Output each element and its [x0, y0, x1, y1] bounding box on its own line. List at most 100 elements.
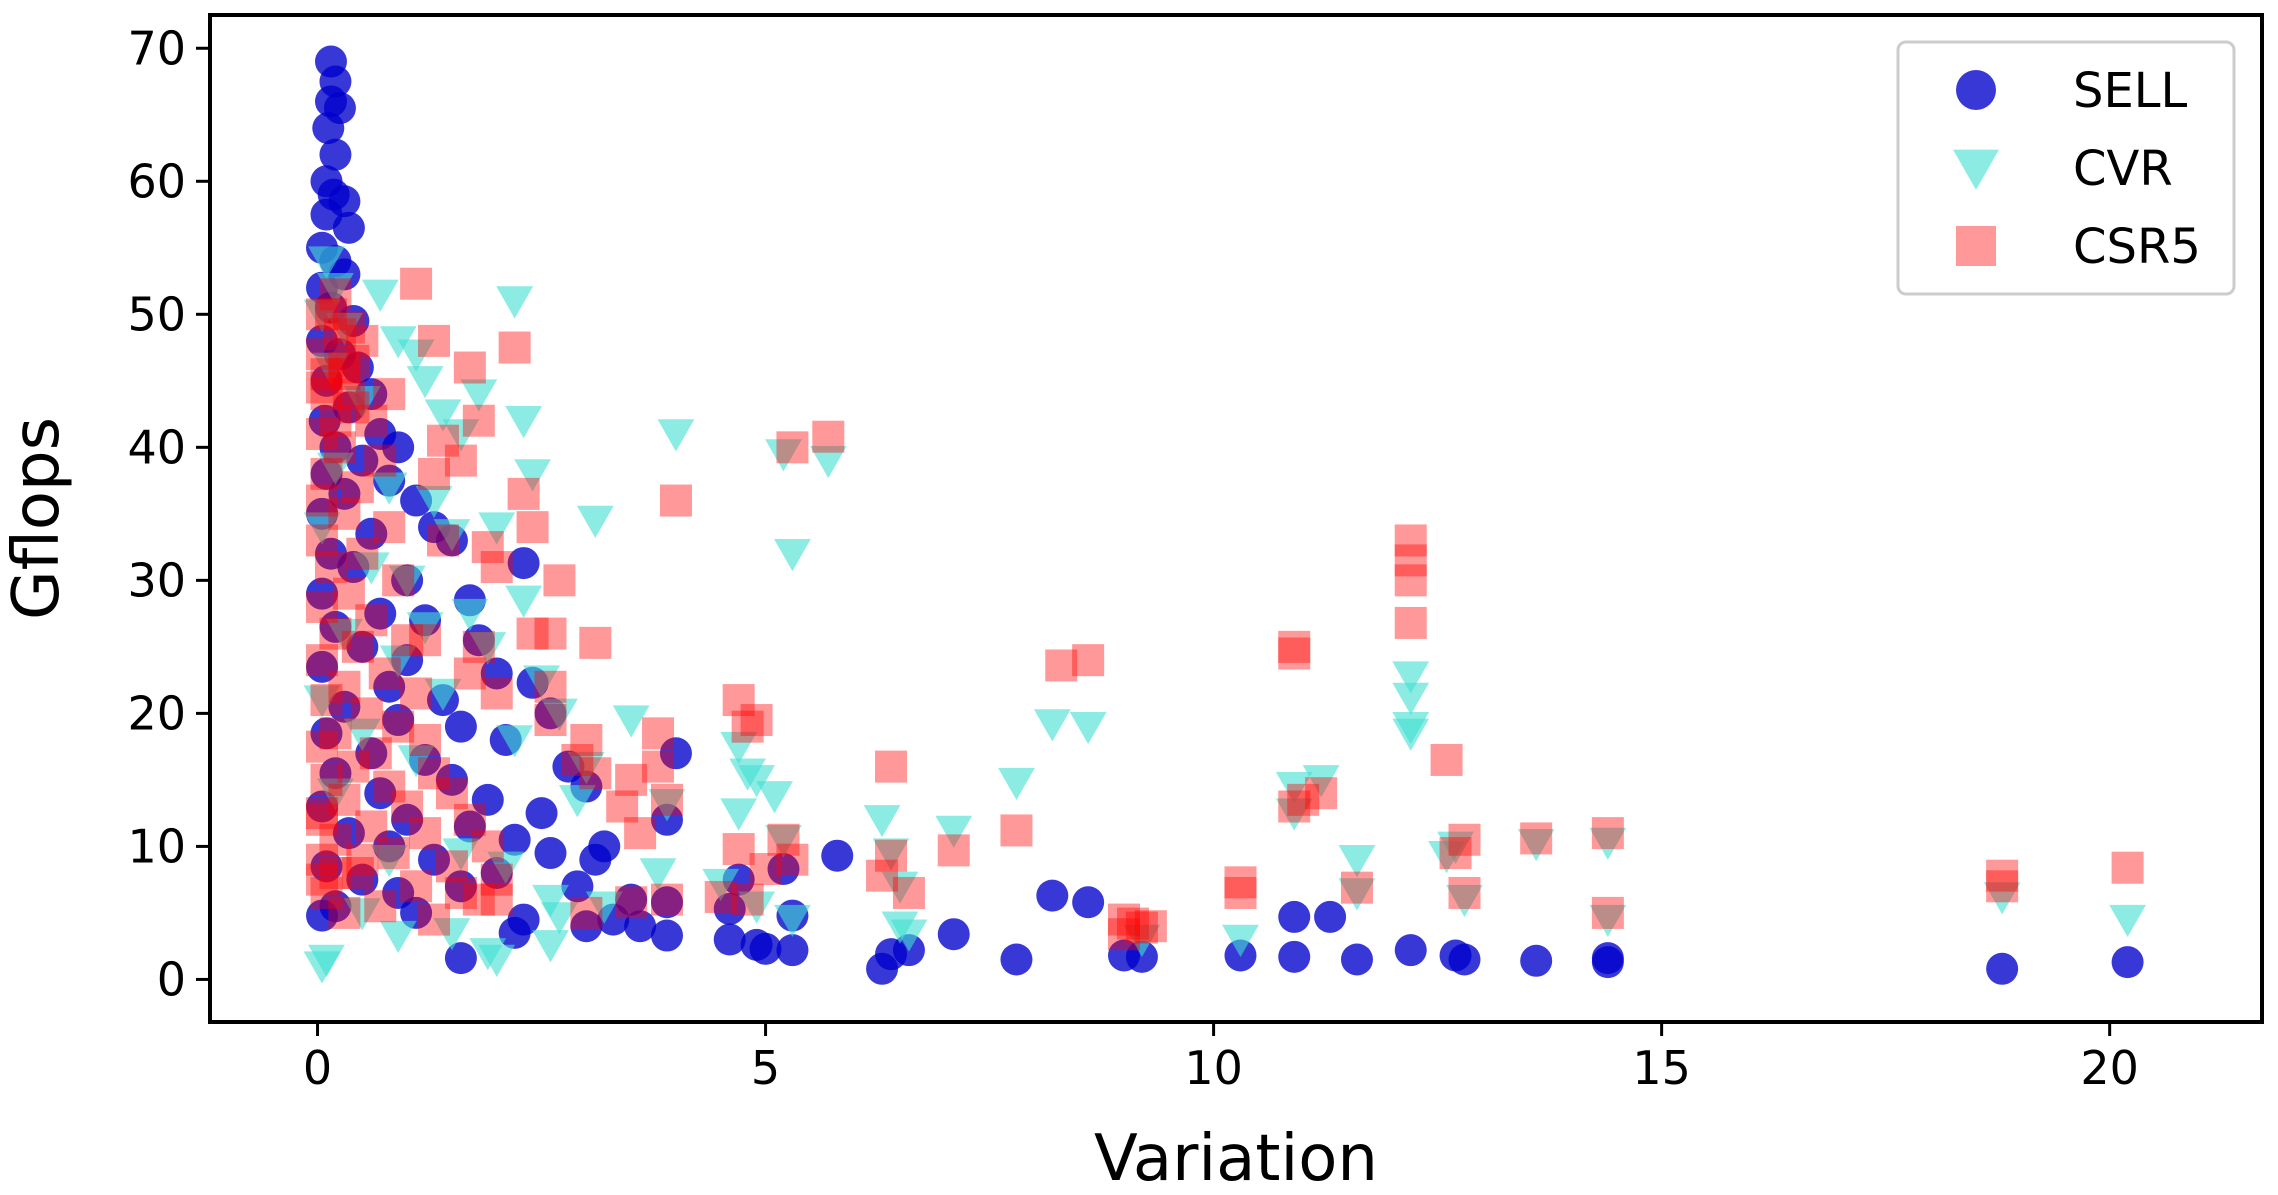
y-tick-label: 40	[127, 420, 186, 474]
csr5-point	[1278, 790, 1311, 823]
cvr-point	[487, 851, 525, 884]
cvr-point	[756, 781, 793, 814]
csr5-point	[1107, 903, 1140, 936]
cvr-point	[1123, 924, 1161, 958]
cvr-point	[303, 512, 341, 545]
csr5-point	[377, 837, 410, 870]
legend-marker-sell	[1956, 70, 1996, 110]
cvr-point	[1338, 878, 1376, 911]
cvr-point	[442, 419, 480, 452]
cvr-point	[478, 944, 516, 977]
csr5-point	[1287, 783, 1320, 816]
csr5-point	[731, 710, 764, 743]
sell-point	[570, 910, 603, 943]
csr5-point	[650, 883, 683, 916]
csr5-point	[615, 763, 648, 796]
csr5-point	[310, 876, 343, 909]
sell-point	[525, 797, 558, 830]
cvr-point	[303, 951, 341, 984]
csr5-point	[1591, 896, 1624, 929]
csr5-point	[1125, 911, 1158, 944]
cvr-point	[505, 406, 543, 439]
cvr-point	[317, 272, 354, 306]
cvr-point	[2109, 904, 2146, 938]
csr5-point	[1591, 817, 1624, 850]
csr5-point	[1430, 743, 1463, 776]
csr5-point	[400, 677, 433, 710]
csr5-point	[462, 883, 495, 916]
csr5-point	[579, 757, 612, 790]
cvr-point	[406, 366, 444, 399]
csr5-point	[418, 457, 451, 490]
sell-point	[310, 717, 343, 750]
series-cvr	[303, 246, 2146, 984]
csr5-point	[391, 790, 424, 823]
cvr-point	[523, 665, 560, 698]
csr5-point	[543, 564, 576, 597]
sell-point	[382, 431, 415, 464]
sell-point	[444, 870, 477, 903]
sell-point	[624, 910, 657, 943]
cvr-point	[935, 815, 973, 848]
csr5-point	[606, 790, 639, 823]
csr5-point	[937, 834, 970, 867]
csr5-point	[471, 531, 504, 564]
csr5-point	[462, 404, 495, 437]
sell-point	[332, 817, 365, 850]
csr5-point	[507, 477, 540, 510]
cvr-point	[1428, 840, 1465, 874]
cvr-point	[415, 485, 453, 519]
y-tick-label: 30	[127, 553, 186, 607]
csr5-point	[875, 750, 908, 783]
sell-point	[498, 916, 531, 949]
cvr-point	[890, 919, 928, 952]
cvr-point	[433, 918, 471, 951]
cvr-point	[424, 678, 462, 711]
plot-frame	[208, 13, 2264, 1024]
cvr-point	[303, 299, 341, 332]
cvr-point	[505, 585, 543, 618]
cvr-point	[388, 565, 426, 598]
csr5-point	[1439, 837, 1472, 870]
sell-point	[308, 404, 341, 437]
csr5-point	[341, 857, 374, 890]
csr5-point	[418, 757, 451, 790]
csr5-point	[306, 338, 339, 371]
sell-point	[373, 670, 406, 703]
sell-point	[1278, 900, 1311, 933]
cvr-point	[1983, 882, 2021, 915]
csr5-point	[319, 404, 352, 437]
cvr-point	[532, 884, 569, 918]
csr5-point	[561, 743, 594, 776]
csr5-point	[373, 378, 406, 411]
csr5-point	[740, 704, 773, 737]
sell-point	[534, 837, 567, 870]
csr5-point	[319, 617, 352, 650]
sell-point	[1591, 946, 1624, 979]
cvr-point	[424, 399, 462, 432]
sell-point	[1072, 886, 1105, 919]
sell-point	[306, 650, 339, 683]
csr5-point	[659, 484, 692, 517]
sell-point	[341, 351, 374, 384]
cvr-point	[576, 505, 614, 538]
csr5-point	[368, 657, 401, 690]
csr5-point	[328, 497, 361, 530]
cvr-point	[1392, 718, 1430, 751]
cvr-point	[442, 838, 480, 871]
csr5-point	[359, 737, 392, 770]
sell-point	[713, 892, 746, 925]
sell-point	[391, 803, 424, 836]
sell-point	[767, 853, 800, 886]
cvr-point	[720, 798, 758, 831]
csr5-point	[355, 604, 388, 637]
data-points	[303, 45, 2146, 985]
cvr-point	[765, 825, 802, 858]
cvr-point	[1222, 924, 1259, 958]
cvr-point	[998, 767, 1035, 801]
csr5-point	[306, 803, 339, 836]
csr5-point	[767, 823, 800, 856]
csr5-point	[355, 810, 388, 843]
csr5-point	[579, 626, 612, 659]
csr5-point	[1448, 876, 1481, 909]
